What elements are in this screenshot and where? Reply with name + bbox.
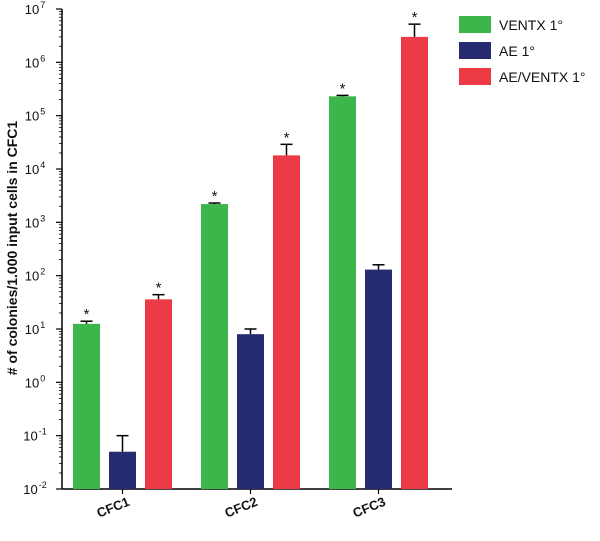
y-tick-label: 105 <box>25 107 45 124</box>
y-tick-label: 10-1 <box>23 427 46 444</box>
y-tick-exponent: 1 <box>40 320 45 330</box>
y-tick-exponent: 2 <box>40 267 45 277</box>
x-tick-label: CFC3 <box>351 494 388 521</box>
y-tick-exponent: -2 <box>39 480 47 490</box>
y-tick-exponent: 0 <box>40 373 45 383</box>
significance-marker: * <box>340 80 346 97</box>
bar <box>201 204 228 489</box>
bar <box>365 269 392 489</box>
legend-label: VENTX 1° <box>499 17 563 33</box>
y-tick-label: 101 <box>25 320 45 337</box>
y-tick-exponent: 3 <box>40 213 45 223</box>
significance-marker: * <box>412 9 418 26</box>
y-tick-exponent: 7 <box>40 0 45 10</box>
significance-marker: * <box>156 280 162 297</box>
bars: * * * * * * <box>73 9 428 489</box>
bar <box>145 299 172 489</box>
y-tick-label: 106 <box>25 53 45 70</box>
legend: VENTX 1° AE 1° AE/VENTX 1° <box>459 16 586 85</box>
bar <box>401 36 428 489</box>
bar <box>109 451 136 489</box>
legend-swatch <box>459 68 491 85</box>
y-tick-label: 100 <box>25 373 45 390</box>
x-tick-labels: CFC1 CFC2 CFC3 <box>95 489 388 521</box>
legend-swatch <box>459 16 491 33</box>
y-tick-label: 10-2 <box>23 480 46 497</box>
legend-label: AE 1° <box>499 43 535 59</box>
y-tick-exponent: 5 <box>40 107 45 117</box>
y-tick-exponent: -1 <box>39 427 47 437</box>
y-tick-label: 104 <box>25 160 45 177</box>
y-axis-label: # of colonies/1.000 input cells in CFC1 <box>4 121 20 376</box>
bar <box>237 334 264 489</box>
y-tick-exponent: 4 <box>40 160 45 170</box>
y-tick-label: 103 <box>25 213 45 230</box>
legend-label: AE/VENTX 1° <box>499 69 586 85</box>
x-tick-label: CFC1 <box>95 494 132 521</box>
legend-swatch <box>459 42 491 59</box>
significance-marker: * <box>212 188 218 205</box>
y-tick-label: 102 <box>25 267 45 284</box>
bar <box>73 323 100 489</box>
significance-marker: * <box>284 129 290 146</box>
bar <box>273 155 300 489</box>
y-tick-label: 107 <box>25 0 45 17</box>
x-tick-label: CFC2 <box>223 494 260 521</box>
y-tick-exponent: 6 <box>40 53 45 63</box>
significance-marker: * <box>84 306 90 323</box>
y-axis-title: # of colonies/1.000 input cells in CFC1 <box>4 121 20 376</box>
bar <box>329 96 356 489</box>
